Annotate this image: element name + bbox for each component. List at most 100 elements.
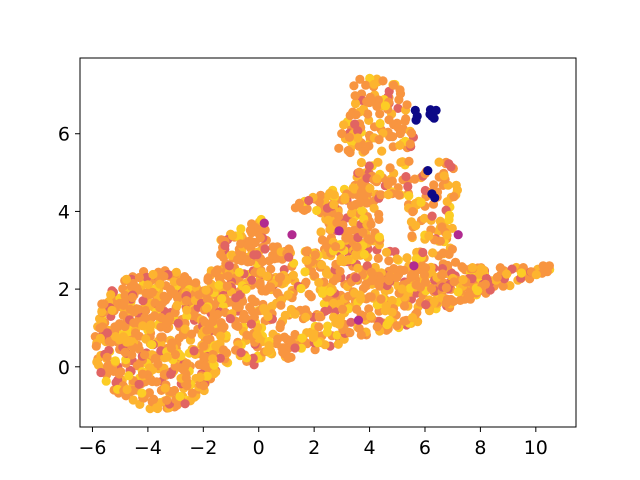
scatter-point-412 <box>128 278 138 289</box>
scatter-point-1792 <box>339 120 349 130</box>
scatter-point-1635 <box>384 256 394 266</box>
scatter-point-472 <box>140 350 150 360</box>
scatter-point-1782 <box>395 85 405 95</box>
scatter-point-1690 <box>374 232 384 242</box>
scatter-point-1522 <box>393 183 403 193</box>
scatter-point-1681 <box>359 249 369 259</box>
scatter-point-997 <box>233 321 243 331</box>
scatter-point-1433 <box>236 224 246 234</box>
scatter-point-1660 <box>415 282 425 292</box>
scatter-point-256 <box>170 307 180 318</box>
scatter-point-245 <box>116 367 126 377</box>
scatter-point-1643 <box>420 263 431 273</box>
scatter-point-1801 <box>364 141 374 151</box>
scatter-point-925 <box>223 271 233 281</box>
scatter-point-1436 <box>216 249 226 260</box>
scatter-point-1597 <box>406 272 416 282</box>
scatter-point-1814 <box>353 315 364 325</box>
scatter-point-692 <box>280 310 290 320</box>
scatter-point-1613 <box>406 217 416 227</box>
scatter-point-1765 <box>363 109 373 119</box>
scatter-point-465 <box>122 384 132 395</box>
axes-frame <box>79 57 577 428</box>
scatter-point-894 <box>248 353 258 363</box>
scatter-point-1650 <box>356 157 366 168</box>
scatter-point-1199 <box>531 270 542 280</box>
scatter-point-758 <box>364 304 374 314</box>
scatter-point-1682 <box>352 242 362 252</box>
scatter-point-496 <box>137 388 147 398</box>
scatter-point-1769 <box>350 91 360 101</box>
scatter-point-941 <box>338 304 348 314</box>
scatter-point-494 <box>149 311 160 321</box>
scatter-point-519 <box>141 288 151 298</box>
scatter-point-463 <box>130 328 141 338</box>
scatter-point-1616 <box>351 251 361 261</box>
scatter-point-1019 <box>345 328 355 338</box>
scatter-point-1663 <box>404 156 414 166</box>
scatter-point-1469 <box>331 242 341 252</box>
scatter-point-1186 <box>453 287 463 297</box>
scatter-point-1788 <box>389 80 399 90</box>
scatter-point-1039 <box>384 315 395 325</box>
scatter-point-734 <box>266 264 276 274</box>
scatter-point-744 <box>290 329 300 340</box>
scatter-point-453 <box>195 372 205 382</box>
scatter-point-500 <box>189 346 199 356</box>
scatter-point-1796 <box>369 79 379 89</box>
scatter-point-1632 <box>437 222 447 232</box>
scatter-point-1713 <box>393 103 403 113</box>
scatter-point-1355 <box>258 256 268 267</box>
scatter-point-1434 <box>228 231 238 241</box>
scatter-point-1368 <box>316 190 326 200</box>
scatter-point-144 <box>101 376 111 386</box>
scatter-point-515 <box>96 367 106 378</box>
scatter-point-787 <box>200 361 210 371</box>
scatter-point-479 <box>127 292 137 303</box>
scatter-point-887 <box>276 300 286 310</box>
scatter-point-1386 <box>317 260 327 270</box>
scatter-point-1645 <box>373 157 383 167</box>
x-tick-label-2: −2 <box>189 437 217 459</box>
scatter-point-1023 <box>301 312 311 322</box>
x-axis: −6 −4 −2 0 2 4 6 8 10 <box>78 427 548 459</box>
scatter-point-470 <box>138 321 148 331</box>
scatter-point-442 <box>202 371 212 381</box>
scatter-point-430 <box>153 359 163 369</box>
scatter-point-938 <box>286 304 296 315</box>
scatter-point-1017 <box>308 333 319 343</box>
scatter-point-370 <box>173 318 183 328</box>
scatter-point-506 <box>121 274 131 284</box>
scatter-point-720 <box>301 277 311 287</box>
scatter-point-1697 <box>394 190 404 200</box>
scatter-point-1701 <box>355 74 365 84</box>
scatter-point-1785 <box>406 128 417 138</box>
y-tick-label-0: 0 <box>58 357 70 379</box>
scatter-point-1652 <box>397 284 407 294</box>
scatter-point-1197 <box>429 296 439 306</box>
scatter-point-481 <box>181 296 191 306</box>
scatter-point-1683 <box>426 283 437 294</box>
scatter-point-1175 <box>464 292 474 302</box>
scatter-point-1767 <box>350 98 361 109</box>
scatter-point-1694 <box>385 163 395 173</box>
scatter-point-1458 <box>338 256 348 266</box>
scatter-point-1459 <box>255 233 265 243</box>
scatter-point-1695 <box>383 190 393 200</box>
scatter-point-1515 <box>447 223 457 233</box>
scatter-point-1465 <box>348 217 358 227</box>
scatter-point-1394 <box>247 228 257 238</box>
scatter-point-517 <box>211 367 221 377</box>
scatter-point-501 <box>162 395 172 405</box>
scatter-point-1686 <box>438 269 448 279</box>
scatter-point-499 <box>156 332 166 342</box>
scatter-point-1038 <box>246 319 256 329</box>
scatter-point-1477 <box>304 195 314 206</box>
scatter-point-190 <box>128 395 138 405</box>
scatter-point-1677 <box>361 279 371 289</box>
scatter-point-882 <box>296 343 306 353</box>
scatter-point-1420 <box>224 261 234 271</box>
scatter-point-1423 <box>341 233 351 243</box>
scatter-point-471 <box>122 337 132 347</box>
y-tick-label-2: 4 <box>58 201 70 223</box>
